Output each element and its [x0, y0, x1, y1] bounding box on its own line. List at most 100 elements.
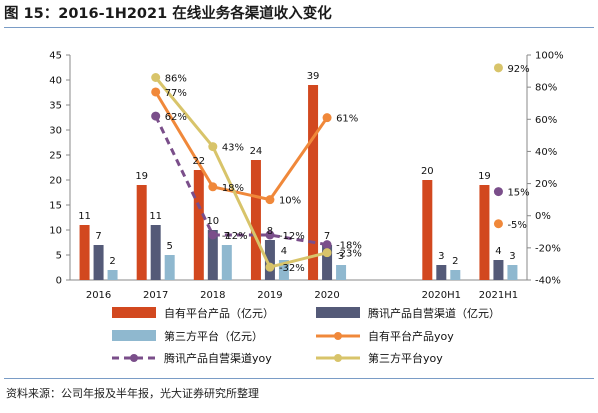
series-marker — [493, 187, 503, 197]
y-right-tick-label: 100% — [535, 51, 564, 62]
line-data-label: 15% — [507, 188, 529, 199]
bar — [436, 265, 447, 280]
bar-data-label: 8 — [267, 226, 273, 237]
series-marker — [208, 142, 218, 152]
y-right-tick-label: 0% — [535, 211, 551, 222]
y-left-tick-label: 0 — [56, 276, 62, 287]
y-left-tick-label: 10 — [49, 226, 62, 237]
bar — [150, 225, 161, 280]
series-marker — [151, 87, 161, 97]
x-tick-label: 2017 — [143, 290, 168, 301]
line-data-label: 10% — [279, 196, 301, 207]
line-data-label: 43% — [222, 143, 244, 154]
bar-data-label: 11 — [149, 211, 162, 222]
bar-data-label: 3 — [509, 251, 515, 262]
legend: 自有平台产品（亿元） 腾讯产品自营渠道（亿元） 第三方平台（亿元） 自有平台产品yoy… — [112, 306, 500, 365]
series-line — [154, 115, 328, 247]
bar — [507, 265, 518, 280]
y-left-tick-label: 20 — [49, 176, 62, 187]
y-left-tick-label: 35 — [49, 101, 62, 112]
series-marker — [208, 182, 218, 192]
bar-data-label: 3 — [338, 251, 344, 262]
bar-data-label: 22 — [192, 156, 205, 167]
legend-swatch-marker — [334, 354, 342, 362]
x-tick-label: 2020 — [314, 290, 339, 301]
legend-label: 第三方平台yoy — [368, 351, 443, 365]
series-line — [154, 76, 328, 269]
line-series-group — [151, 63, 503, 272]
series-marker — [151, 111, 161, 121]
bar-data-label: 7 — [224, 231, 230, 242]
chart-title: 图 15：2016-1H2021 在线业务各渠道收入变化 — [4, 3, 594, 28]
bar-data-label: 4 — [281, 246, 287, 257]
bar-data-label: 3 — [438, 251, 444, 262]
bar — [221, 245, 232, 280]
bar-data-label: 24 — [250, 146, 263, 157]
y-right-tick-label: 20% — [535, 179, 557, 190]
bar-data-label: 2 — [109, 256, 115, 267]
series-marker — [322, 248, 332, 258]
series-marker — [322, 113, 332, 123]
series-marker — [151, 73, 161, 82]
bar-data-label: 5 — [167, 241, 173, 252]
bar — [136, 185, 147, 280]
legend-label: 腾讯产品自营渠道yoy — [164, 351, 272, 365]
line-data-label: -18% — [336, 241, 362, 252]
bar — [250, 160, 261, 280]
y-left-tick-label: 5 — [56, 251, 62, 262]
bar — [493, 260, 504, 280]
y-right-tick-label: -20% — [535, 243, 561, 254]
bar-data-label: 4 — [495, 246, 501, 257]
y-left-tick-label: 45 — [49, 51, 62, 62]
legend-label: 自有平台产品（亿元） — [164, 306, 274, 320]
series-marker — [322, 240, 332, 250]
line-data-label: 86% — [165, 74, 187, 85]
line-data-label: -12% — [279, 231, 305, 242]
bar — [422, 180, 433, 280]
legend-label: 自有平台产品yoy — [368, 329, 454, 343]
bar-data-label: 19 — [478, 171, 491, 182]
bar — [336, 265, 347, 280]
bar — [322, 245, 333, 280]
y-left-tick-label: 40 — [49, 76, 62, 87]
line-data-label: -12% — [222, 231, 248, 242]
series-line — [154, 91, 329, 202]
series-marker — [493, 63, 503, 73]
x-tick-label: 2016 — [86, 290, 111, 301]
bar — [479, 185, 490, 280]
bar — [207, 230, 218, 280]
x-tick-label: 2020H1 — [422, 290, 461, 301]
bar — [79, 225, 90, 280]
x-tick-label: 2019 — [257, 290, 282, 301]
line-data-label: -23% — [336, 249, 362, 260]
bar-data-label: 39 — [307, 71, 320, 82]
chart-axes: 051015202530354045-40%-20%0%20%40%60%80%… — [49, 51, 563, 302]
legend-swatch-marker — [130, 354, 138, 362]
line-data-label: 77% — [165, 88, 187, 99]
y-right-tick-label: -40% — [535, 276, 561, 287]
bar — [107, 270, 118, 280]
bottom-divider — [4, 378, 594, 379]
y-right-tick-label: 80% — [535, 83, 557, 94]
bar-data-label: 11 — [78, 211, 91, 222]
y-right-tick-label: 60% — [535, 115, 557, 126]
bar — [193, 170, 204, 280]
x-tick-label: 2018 — [200, 290, 225, 301]
line-data-label: -32% — [279, 263, 305, 274]
bar-data-label: 2 — [452, 256, 458, 267]
y-right-tick-label: 40% — [535, 147, 557, 158]
line-data-label: 62% — [165, 112, 187, 123]
y-left-tick-label: 15 — [49, 201, 62, 212]
series-marker — [493, 219, 503, 229]
y-left-tick-label: 25 — [49, 151, 62, 162]
line-data-label: -5% — [507, 220, 526, 231]
line-data-label: 18% — [222, 183, 244, 194]
bar — [93, 245, 104, 280]
bar-data-label: 7 — [324, 231, 330, 242]
legend-label: 第三方平台（亿元） — [164, 329, 263, 343]
bar — [308, 85, 319, 280]
bar-data-label: 20 — [421, 166, 434, 177]
series-marker — [265, 195, 275, 205]
